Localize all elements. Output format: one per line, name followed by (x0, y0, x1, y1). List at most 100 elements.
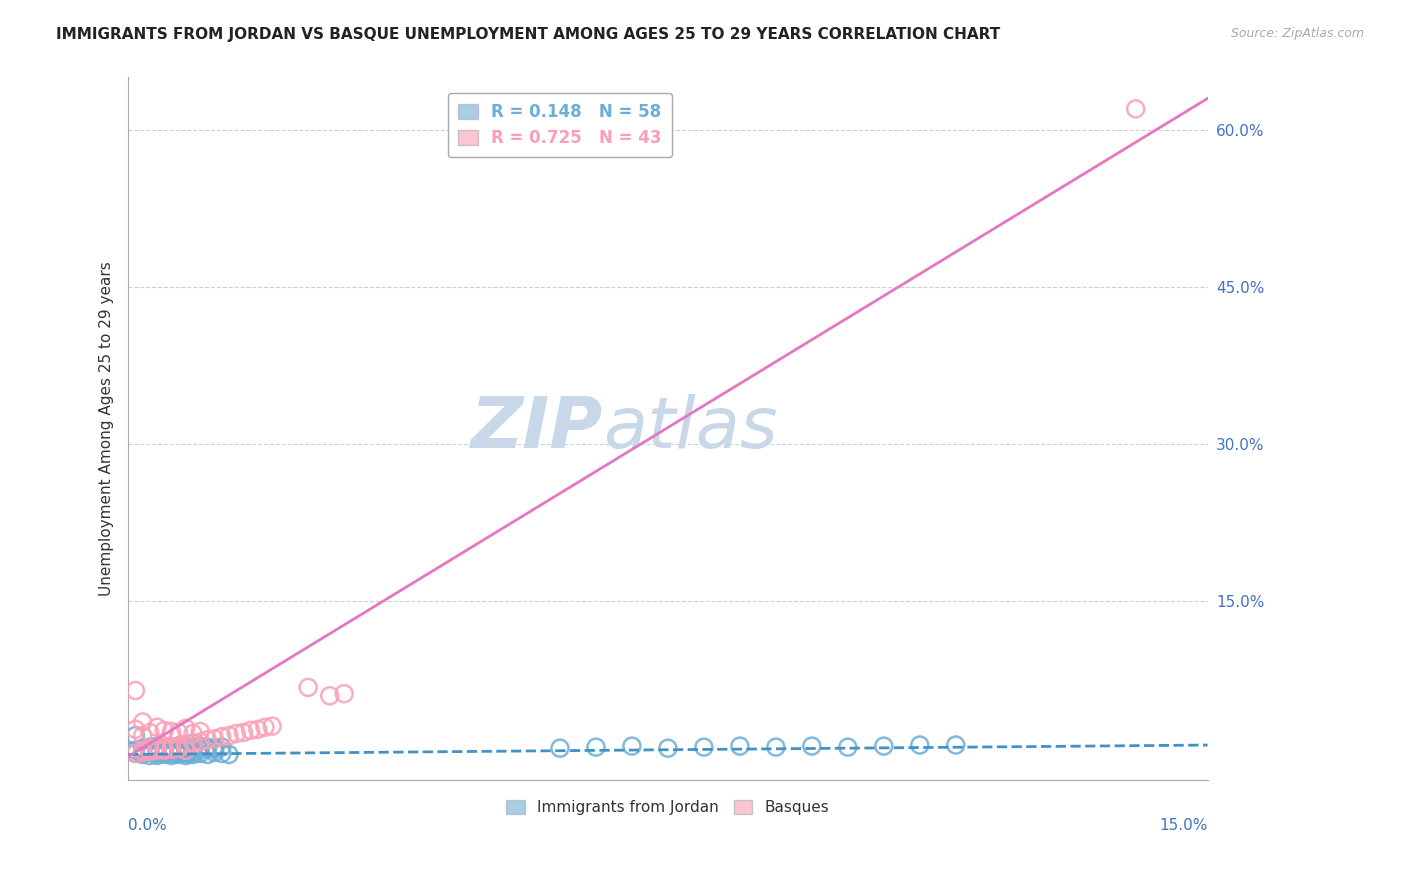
Point (333, 687, 356, 701)
Point (139, 745, 162, 759)
Text: atlas: atlas (603, 394, 778, 463)
Point (174, 738, 197, 752)
Point (146, 720, 169, 734)
Point (174, 743, 197, 757)
Point (174, 721, 197, 735)
Point (167, 741, 190, 756)
Point (197, 747, 219, 762)
Point (693, 740, 716, 755)
Point (167, 739, 190, 753)
Point (146, 741, 169, 756)
Point (728, 739, 751, 753)
Point (253, 720, 276, 734)
Point (146, 748, 169, 763)
Point (181, 726, 204, 740)
Point (131, 745, 153, 759)
Point (131, 729, 153, 743)
Point (160, 740, 183, 755)
Point (204, 731, 226, 746)
Point (800, 739, 823, 753)
Point (181, 747, 204, 762)
Point (197, 741, 219, 756)
Point (174, 748, 197, 763)
Point (204, 745, 226, 759)
Point (620, 739, 643, 753)
Point (139, 744, 162, 758)
Point (204, 741, 226, 756)
Point (139, 748, 162, 763)
Point (160, 741, 183, 756)
Point (131, 741, 153, 756)
Point (153, 743, 176, 757)
Point (153, 745, 176, 759)
Point (167, 745, 190, 759)
Point (188, 739, 211, 753)
Point (765, 740, 787, 755)
Point (131, 744, 153, 758)
Point (188, 743, 211, 757)
Point (124, 729, 146, 743)
Point (837, 740, 859, 755)
Point (225, 726, 247, 740)
Point (124, 723, 146, 737)
Point (124, 683, 146, 698)
Point (167, 739, 190, 753)
Point (181, 740, 204, 755)
Point (153, 741, 176, 756)
Point (585, 740, 607, 755)
Y-axis label: Unemployment Among Ages 25 to 29 years: Unemployment Among Ages 25 to 29 years (100, 261, 114, 596)
Point (657, 741, 679, 756)
Point (131, 714, 153, 729)
Point (131, 747, 153, 762)
Point (146, 743, 169, 757)
Point (174, 747, 197, 761)
Text: 15.0%: 15.0% (1160, 818, 1208, 833)
Point (174, 744, 197, 758)
Point (197, 732, 219, 747)
Point (197, 740, 219, 755)
Point (548, 741, 571, 756)
Point (124, 747, 146, 761)
Point (146, 739, 169, 753)
Point (160, 742, 183, 756)
Point (160, 724, 183, 739)
Point (239, 723, 262, 738)
Point (319, 689, 342, 703)
Point (211, 740, 233, 755)
Point (181, 736, 204, 750)
Text: 0.0%: 0.0% (128, 818, 167, 833)
Point (181, 745, 204, 759)
Point (146, 743, 169, 757)
Point (873, 739, 896, 753)
Point (188, 735, 211, 749)
Point (139, 740, 162, 755)
Point (167, 747, 190, 762)
Point (124, 743, 146, 757)
Point (146, 747, 169, 761)
Point (188, 724, 211, 739)
Point (1125, 102, 1147, 116)
Point (153, 742, 176, 756)
Point (218, 747, 240, 762)
Point (297, 681, 319, 695)
Point (174, 741, 197, 756)
Point (124, 747, 146, 761)
Point (160, 748, 183, 763)
Point (211, 730, 233, 744)
Point (218, 729, 240, 743)
Point (262, 719, 284, 733)
Point (160, 742, 183, 756)
Text: IMMIGRANTS FROM JORDAN VS BASQUE UNEMPLOYMENT AMONG AGES 25 TO 29 YEARS CORRELAT: IMMIGRANTS FROM JORDAN VS BASQUE UNEMPLO… (56, 27, 1001, 42)
Point (153, 744, 176, 758)
Point (160, 747, 183, 761)
Point (908, 738, 931, 752)
Point (945, 738, 967, 752)
Point (188, 747, 211, 761)
Point (181, 742, 204, 756)
Point (153, 747, 176, 762)
Point (139, 742, 162, 756)
Point (211, 747, 233, 761)
Point (139, 725, 162, 739)
Text: ZIP: ZIP (471, 394, 603, 463)
Point (153, 723, 176, 738)
